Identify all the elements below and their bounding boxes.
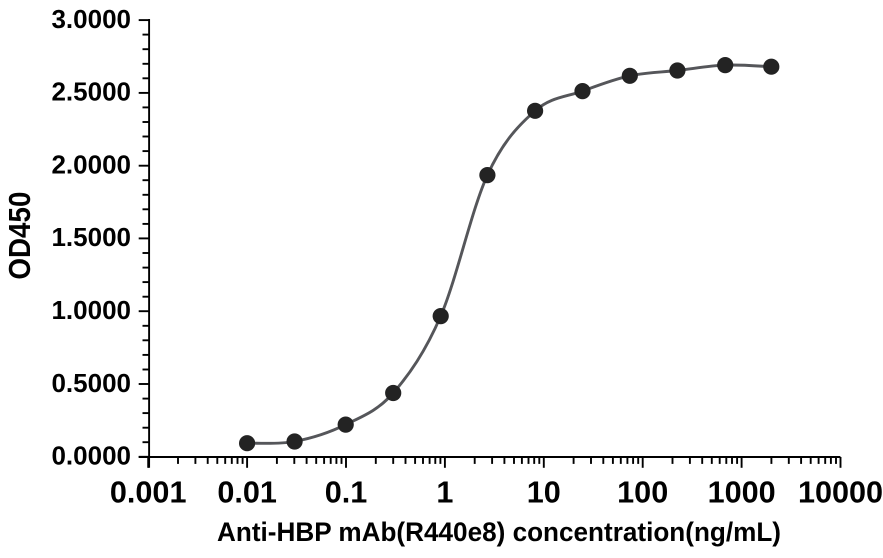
svg-text:3.0000: 3.0000 (51, 4, 131, 34)
svg-text:2.5000: 2.5000 (51, 77, 131, 107)
svg-text:0.0000: 0.0000 (51, 441, 131, 471)
svg-text:2.0000: 2.0000 (51, 150, 131, 180)
svg-text:100: 100 (617, 475, 668, 509)
svg-text:0.001: 0.001 (110, 475, 187, 509)
svg-text:1: 1 (436, 475, 453, 509)
svg-text:0.5000: 0.5000 (51, 368, 131, 398)
svg-text:0.01: 0.01 (217, 475, 277, 509)
svg-text:Anti-HBP mAb(R440e8) concentra: Anti-HBP mAb(R440e8) concentration(ng/mL… (217, 517, 781, 547)
svg-text:1000: 1000 (708, 475, 776, 509)
svg-text:10000: 10000 (798, 475, 883, 509)
svg-text:1.5000: 1.5000 (51, 222, 131, 252)
svg-text:0.1: 0.1 (325, 475, 368, 509)
svg-text:1.0000: 1.0000 (51, 295, 131, 325)
svg-text:10: 10 (527, 475, 561, 509)
svg-text:OD450: OD450 (2, 192, 37, 280)
